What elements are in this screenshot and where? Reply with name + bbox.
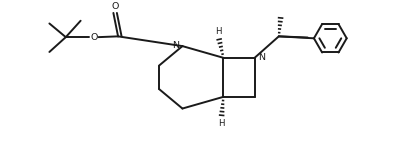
- Text: N: N: [172, 41, 179, 50]
- Text: H: H: [215, 27, 221, 36]
- Text: N: N: [258, 52, 265, 61]
- Text: O: O: [90, 33, 98, 42]
- Text: O: O: [112, 2, 119, 11]
- Text: H: H: [218, 119, 225, 128]
